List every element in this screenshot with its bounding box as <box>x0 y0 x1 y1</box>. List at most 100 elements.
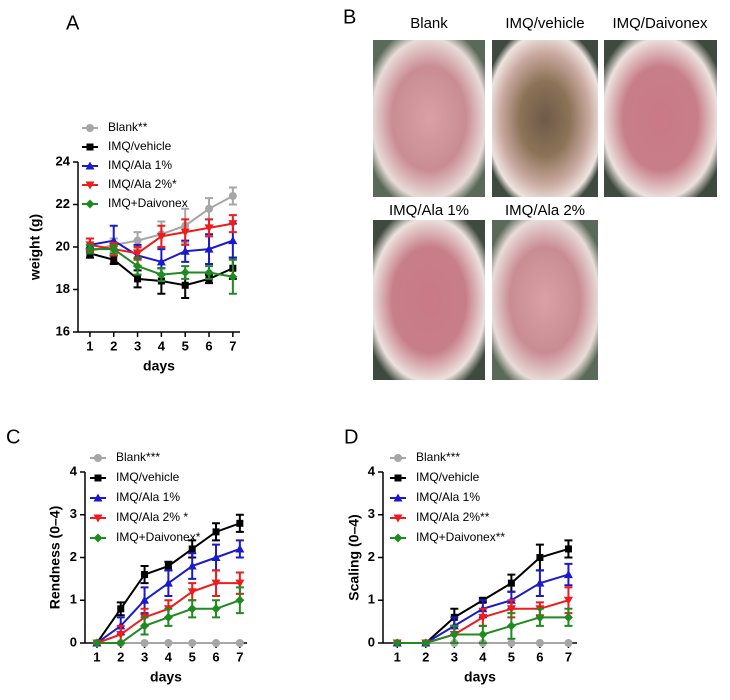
legend-label: IMQ/Ala 1% <box>108 158 172 172</box>
y-tick-label: 24 <box>56 153 71 168</box>
photo-caption: IMQ/Ala 2% <box>505 202 585 219</box>
point <box>204 244 214 253</box>
x-tick-label: 1 <box>86 338 93 353</box>
point <box>180 246 190 255</box>
point <box>156 270 166 280</box>
x-tick-label: 1 <box>394 649 401 664</box>
legend-marker <box>393 493 403 502</box>
panel-label: D <box>344 426 358 448</box>
x-tick-label: 3 <box>451 649 458 664</box>
panel-label: C <box>6 426 20 448</box>
photo <box>373 220 485 380</box>
point <box>478 613 488 622</box>
point <box>236 519 244 527</box>
point <box>140 621 150 631</box>
point <box>181 281 189 289</box>
point <box>133 236 142 245</box>
point <box>212 639 221 647</box>
point <box>156 257 166 266</box>
legend-label: IMQ/Ala 2% * <box>116 510 188 524</box>
point <box>156 232 166 241</box>
legend-label: IMQ/vehicle <box>416 470 480 484</box>
y-tick-label: 2 <box>368 549 375 564</box>
point <box>564 545 572 553</box>
y-tick-label: 22 <box>56 196 70 211</box>
photo-caption: Blank <box>410 15 448 32</box>
x-tick-label: 1 <box>93 649 100 664</box>
legend-label: IMQ/Ala 2%* <box>108 177 177 191</box>
point <box>507 579 515 587</box>
point <box>507 639 516 647</box>
point <box>535 578 545 587</box>
y-tick-label: 1 <box>70 592 77 607</box>
point <box>180 228 190 237</box>
legend-label: Blank*** <box>116 450 160 464</box>
legend-label: IMQ+Daivonex** <box>416 530 505 544</box>
y-axis-label: Scaling (0–4) <box>346 514 362 600</box>
legend-marker <box>85 181 95 190</box>
point <box>211 553 221 561</box>
legend-marker <box>394 454 402 462</box>
legend-label: IMQ/vehicle <box>108 139 172 153</box>
point <box>212 528 220 536</box>
panel-label: B <box>343 6 356 28</box>
point <box>163 612 173 622</box>
point <box>188 545 196 553</box>
point <box>133 261 143 271</box>
x-tick-label: 2 <box>422 649 429 664</box>
x-tick-label: 6 <box>212 649 219 664</box>
y-tick-label: 0 <box>70 634 77 649</box>
y-tick-label: 1 <box>368 592 375 607</box>
photo <box>373 40 485 197</box>
point <box>535 639 544 647</box>
point <box>116 638 126 648</box>
legend-marker <box>94 474 102 482</box>
legend-label: IMQ/Ala 2%** <box>416 510 490 524</box>
photo <box>492 40 598 197</box>
point <box>205 204 214 213</box>
point <box>235 544 245 553</box>
legend-marker <box>85 199 95 209</box>
point <box>116 630 126 639</box>
point <box>392 638 402 648</box>
point <box>564 639 573 647</box>
x-tick-label: 6 <box>205 338 212 353</box>
y-tick-label: 4 <box>70 463 78 478</box>
photo-caption: IMQ/Ala 1% <box>389 202 469 219</box>
point <box>188 639 197 647</box>
x-axis-label: days <box>150 669 182 685</box>
y-axis-label: weight (g) <box>27 214 43 281</box>
x-tick-label: 6 <box>536 649 543 664</box>
photo-caption: IMQ/vehicle <box>505 15 584 32</box>
y-tick-label: 3 <box>70 506 77 521</box>
point <box>163 578 173 587</box>
photo <box>604 40 717 197</box>
point <box>141 571 149 579</box>
x-tick-label: 4 <box>479 649 487 664</box>
point <box>535 612 545 622</box>
point <box>228 220 238 229</box>
point <box>204 268 214 277</box>
y-tick-label: 4 <box>368 463 376 478</box>
x-tick-label: 4 <box>158 338 166 353</box>
point <box>85 244 95 254</box>
point <box>92 638 102 648</box>
panel-label: A <box>66 12 80 34</box>
point <box>235 595 245 605</box>
point <box>187 561 197 570</box>
y-tick-label: 3 <box>368 506 375 521</box>
y-axis-label: Rendness (0–4) <box>47 506 63 609</box>
point <box>134 275 142 283</box>
point <box>211 579 221 588</box>
legend-label: IMQ/vehicle <box>116 470 180 484</box>
x-tick-label: 3 <box>141 649 148 664</box>
point <box>110 256 118 264</box>
y-tick-label: 20 <box>56 238 70 253</box>
legend-label: IMQ/Ala 1% <box>116 490 180 504</box>
legend-marker <box>393 533 403 543</box>
x-tick-label: 4 <box>165 649 173 664</box>
point <box>204 224 214 233</box>
point <box>211 604 221 614</box>
